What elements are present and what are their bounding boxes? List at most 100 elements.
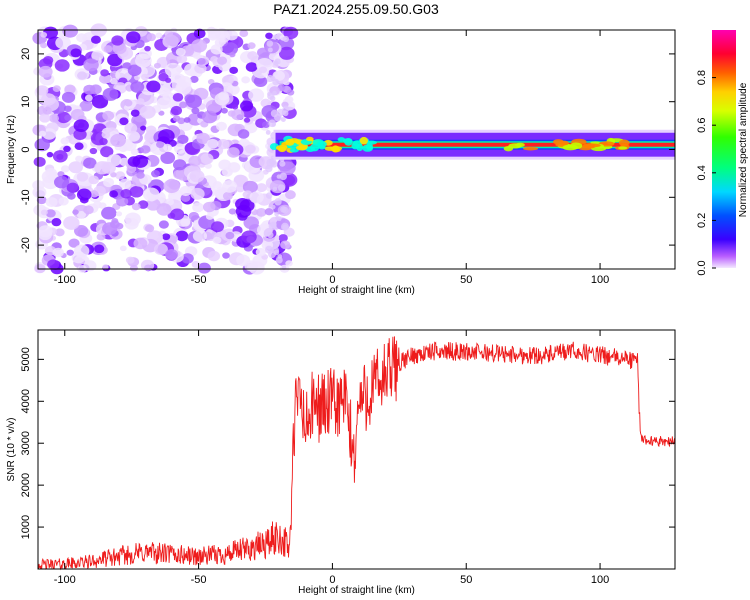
noise-blob — [242, 180, 258, 194]
noise-blob — [56, 153, 64, 160]
noise-blob — [130, 148, 139, 156]
signal-spot — [359, 136, 368, 145]
noise-blob — [48, 114, 60, 123]
colorbar-tick-label: 0.2 — [696, 213, 708, 228]
noise-blob — [83, 58, 99, 72]
noise-blob — [74, 142, 84, 150]
noise-blob — [269, 158, 277, 166]
noise-blob — [205, 213, 214, 220]
noise-blob — [156, 97, 172, 110]
noise-blob — [170, 105, 183, 116]
noise-blob — [153, 62, 161, 69]
noise-blob — [165, 77, 172, 83]
noise-blob — [255, 247, 266, 257]
x-tick-label: -50 — [191, 574, 207, 586]
noise-blob — [276, 174, 282, 179]
noise-blob — [76, 33, 88, 43]
noise-blob — [76, 188, 92, 201]
noise-blob — [90, 35, 101, 44]
signal-spot — [289, 148, 299, 153]
noise-blob — [221, 180, 238, 193]
noise-blob — [124, 122, 138, 134]
signal-spot — [362, 144, 374, 152]
noise-blob — [285, 260, 293, 267]
noise-blob — [66, 249, 74, 256]
noise-blob — [192, 230, 208, 242]
y-tick-label: 4000 — [20, 389, 32, 413]
noise-blob — [83, 205, 94, 215]
noise-blob — [256, 183, 267, 193]
spectrogram-x-axis-label: Height of straight line (km) — [298, 285, 415, 296]
noise-blob — [282, 35, 290, 43]
noise-blob — [239, 29, 249, 38]
noise-blob — [267, 231, 274, 239]
noise-blob — [115, 171, 126, 180]
noise-blob — [89, 147, 98, 155]
noise-blob — [265, 130, 271, 135]
noise-blob — [231, 104, 239, 110]
noise-blob — [180, 193, 191, 202]
snr-frame — [37, 329, 676, 570]
noise-blob — [33, 156, 46, 167]
noise-blob — [93, 201, 102, 209]
noise-blob — [66, 182, 79, 193]
noise-blob — [264, 208, 274, 216]
noise-blob — [261, 121, 271, 128]
noise-blob — [271, 204, 276, 210]
noise-blob — [229, 52, 236, 58]
noise-blob — [192, 202, 204, 213]
signal-spot — [585, 143, 601, 148]
noise-blob — [227, 162, 241, 173]
noise-blob — [276, 216, 282, 222]
noise-blob — [38, 225, 53, 238]
noise-blob — [248, 88, 265, 102]
noise-blob — [119, 145, 128, 153]
noise-blob — [62, 24, 79, 38]
noise-blob — [273, 249, 280, 256]
colorbar-label: Normalized spectral amplitude — [738, 82, 749, 217]
noise-blob — [83, 84, 96, 95]
noise-blob — [286, 89, 295, 96]
noise-blob — [163, 179, 181, 194]
noise-blob — [256, 207, 267, 217]
noise-blob — [115, 68, 132, 83]
noise-blob — [71, 251, 86, 264]
noise-blob — [99, 73, 111, 84]
snr-panel: -100 -50 0 50 100 1000 2000 3000 4000 5000 Height… — [6, 329, 676, 596]
noise-blob — [155, 32, 163, 39]
noise-blob — [110, 78, 118, 85]
noise-blob — [131, 203, 141, 211]
noise-blob — [119, 178, 132, 189]
noise-blob — [207, 250, 221, 262]
noise-blob — [267, 47, 273, 53]
noise-blob — [247, 51, 258, 61]
noise-blob — [45, 197, 58, 208]
noise-blob — [177, 134, 189, 144]
noise-blob — [107, 53, 123, 67]
noise-blob — [281, 206, 289, 214]
noise-blob — [278, 234, 288, 242]
noise-blob — [265, 164, 273, 173]
noise-blob — [67, 192, 76, 200]
noise-blob — [280, 116, 286, 122]
noise-blob — [126, 164, 137, 173]
noise-blob — [272, 186, 278, 192]
noise-blob — [54, 228, 65, 237]
y-tick-label: -10 — [20, 189, 32, 205]
noise-blob — [180, 218, 191, 227]
noise-blob — [172, 115, 181, 122]
noise-blob — [158, 220, 169, 229]
y-tick-label: 10 — [20, 96, 32, 108]
noise-blob — [130, 81, 145, 93]
noise-blob — [265, 32, 273, 40]
noise-blob — [172, 159, 187, 171]
noise-blob — [102, 110, 115, 121]
noise-blob — [137, 200, 149, 209]
noise-blob — [124, 99, 133, 107]
noise-blob — [144, 224, 155, 233]
noise-blob — [42, 128, 57, 140]
noise-blob — [110, 133, 126, 148]
noise-blob — [135, 53, 152, 68]
noise-blob — [158, 110, 165, 116]
noise-blob — [277, 184, 286, 192]
